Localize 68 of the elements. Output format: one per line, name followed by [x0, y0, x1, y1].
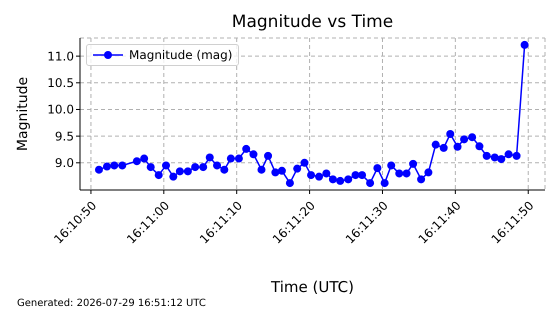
x-axis-title: Time (UTC) — [270, 278, 355, 296]
point — [387, 161, 396, 170]
point — [440, 144, 448, 152]
point — [293, 164, 302, 173]
point — [460, 135, 468, 144]
point — [191, 163, 200, 172]
point — [213, 161, 222, 170]
point — [162, 161, 170, 170]
point — [328, 175, 337, 184]
y-tick-label: 11.0 — [47, 49, 74, 64]
point — [497, 155, 506, 164]
point — [417, 175, 426, 184]
point — [482, 152, 491, 160]
point — [118, 161, 126, 170]
point — [352, 171, 360, 180]
point — [257, 166, 266, 174]
chart-title: Magnitude vs Time — [230, 12, 394, 32]
point — [220, 166, 228, 174]
point — [402, 169, 411, 178]
point — [315, 172, 324, 181]
y-tick-label: 10.0 — [47, 102, 74, 117]
point — [94, 166, 103, 174]
point — [475, 142, 484, 150]
point — [146, 163, 155, 172]
point — [226, 154, 235, 163]
point — [199, 163, 208, 172]
point — [278, 166, 286, 175]
point — [395, 169, 404, 178]
point — [300, 158, 308, 167]
point — [140, 154, 148, 163]
y-tick-label: 9.0 — [54, 156, 74, 170]
y-tick-label: 9.5 — [54, 129, 74, 144]
point — [184, 167, 192, 176]
point — [206, 153, 214, 162]
point — [242, 144, 250, 153]
point — [336, 176, 344, 185]
legend-label: Magnitude (mag) — [129, 48, 232, 62]
y-tick-label: 10.5 — [47, 76, 74, 90]
point — [468, 133, 476, 142]
point — [264, 152, 272, 160]
point — [366, 179, 374, 188]
point — [490, 153, 499, 162]
point — [446, 130, 454, 138]
point — [307, 171, 316, 180]
point — [102, 162, 111, 171]
point — [358, 171, 366, 180]
point — [512, 152, 521, 160]
point — [286, 179, 294, 188]
point — [271, 168, 280, 176]
point — [110, 161, 118, 170]
text: Generated: 2026-07-29 16:51:12 UTC — [17, 298, 206, 309]
y-axis-title: Magnitude — [14, 76, 31, 152]
point — [169, 172, 178, 181]
point — [234, 154, 243, 163]
point — [424, 168, 432, 176]
point — [176, 167, 184, 176]
point — [432, 140, 440, 149]
point — [249, 150, 258, 158]
point — [154, 171, 163, 180]
point — [504, 150, 513, 158]
point — [454, 142, 462, 151]
point — [520, 40, 529, 49]
point — [344, 175, 352, 184]
point — [373, 164, 382, 172]
point — [380, 179, 389, 188]
point — [322, 169, 330, 178]
point — [132, 157, 141, 166]
point — [409, 160, 418, 168]
